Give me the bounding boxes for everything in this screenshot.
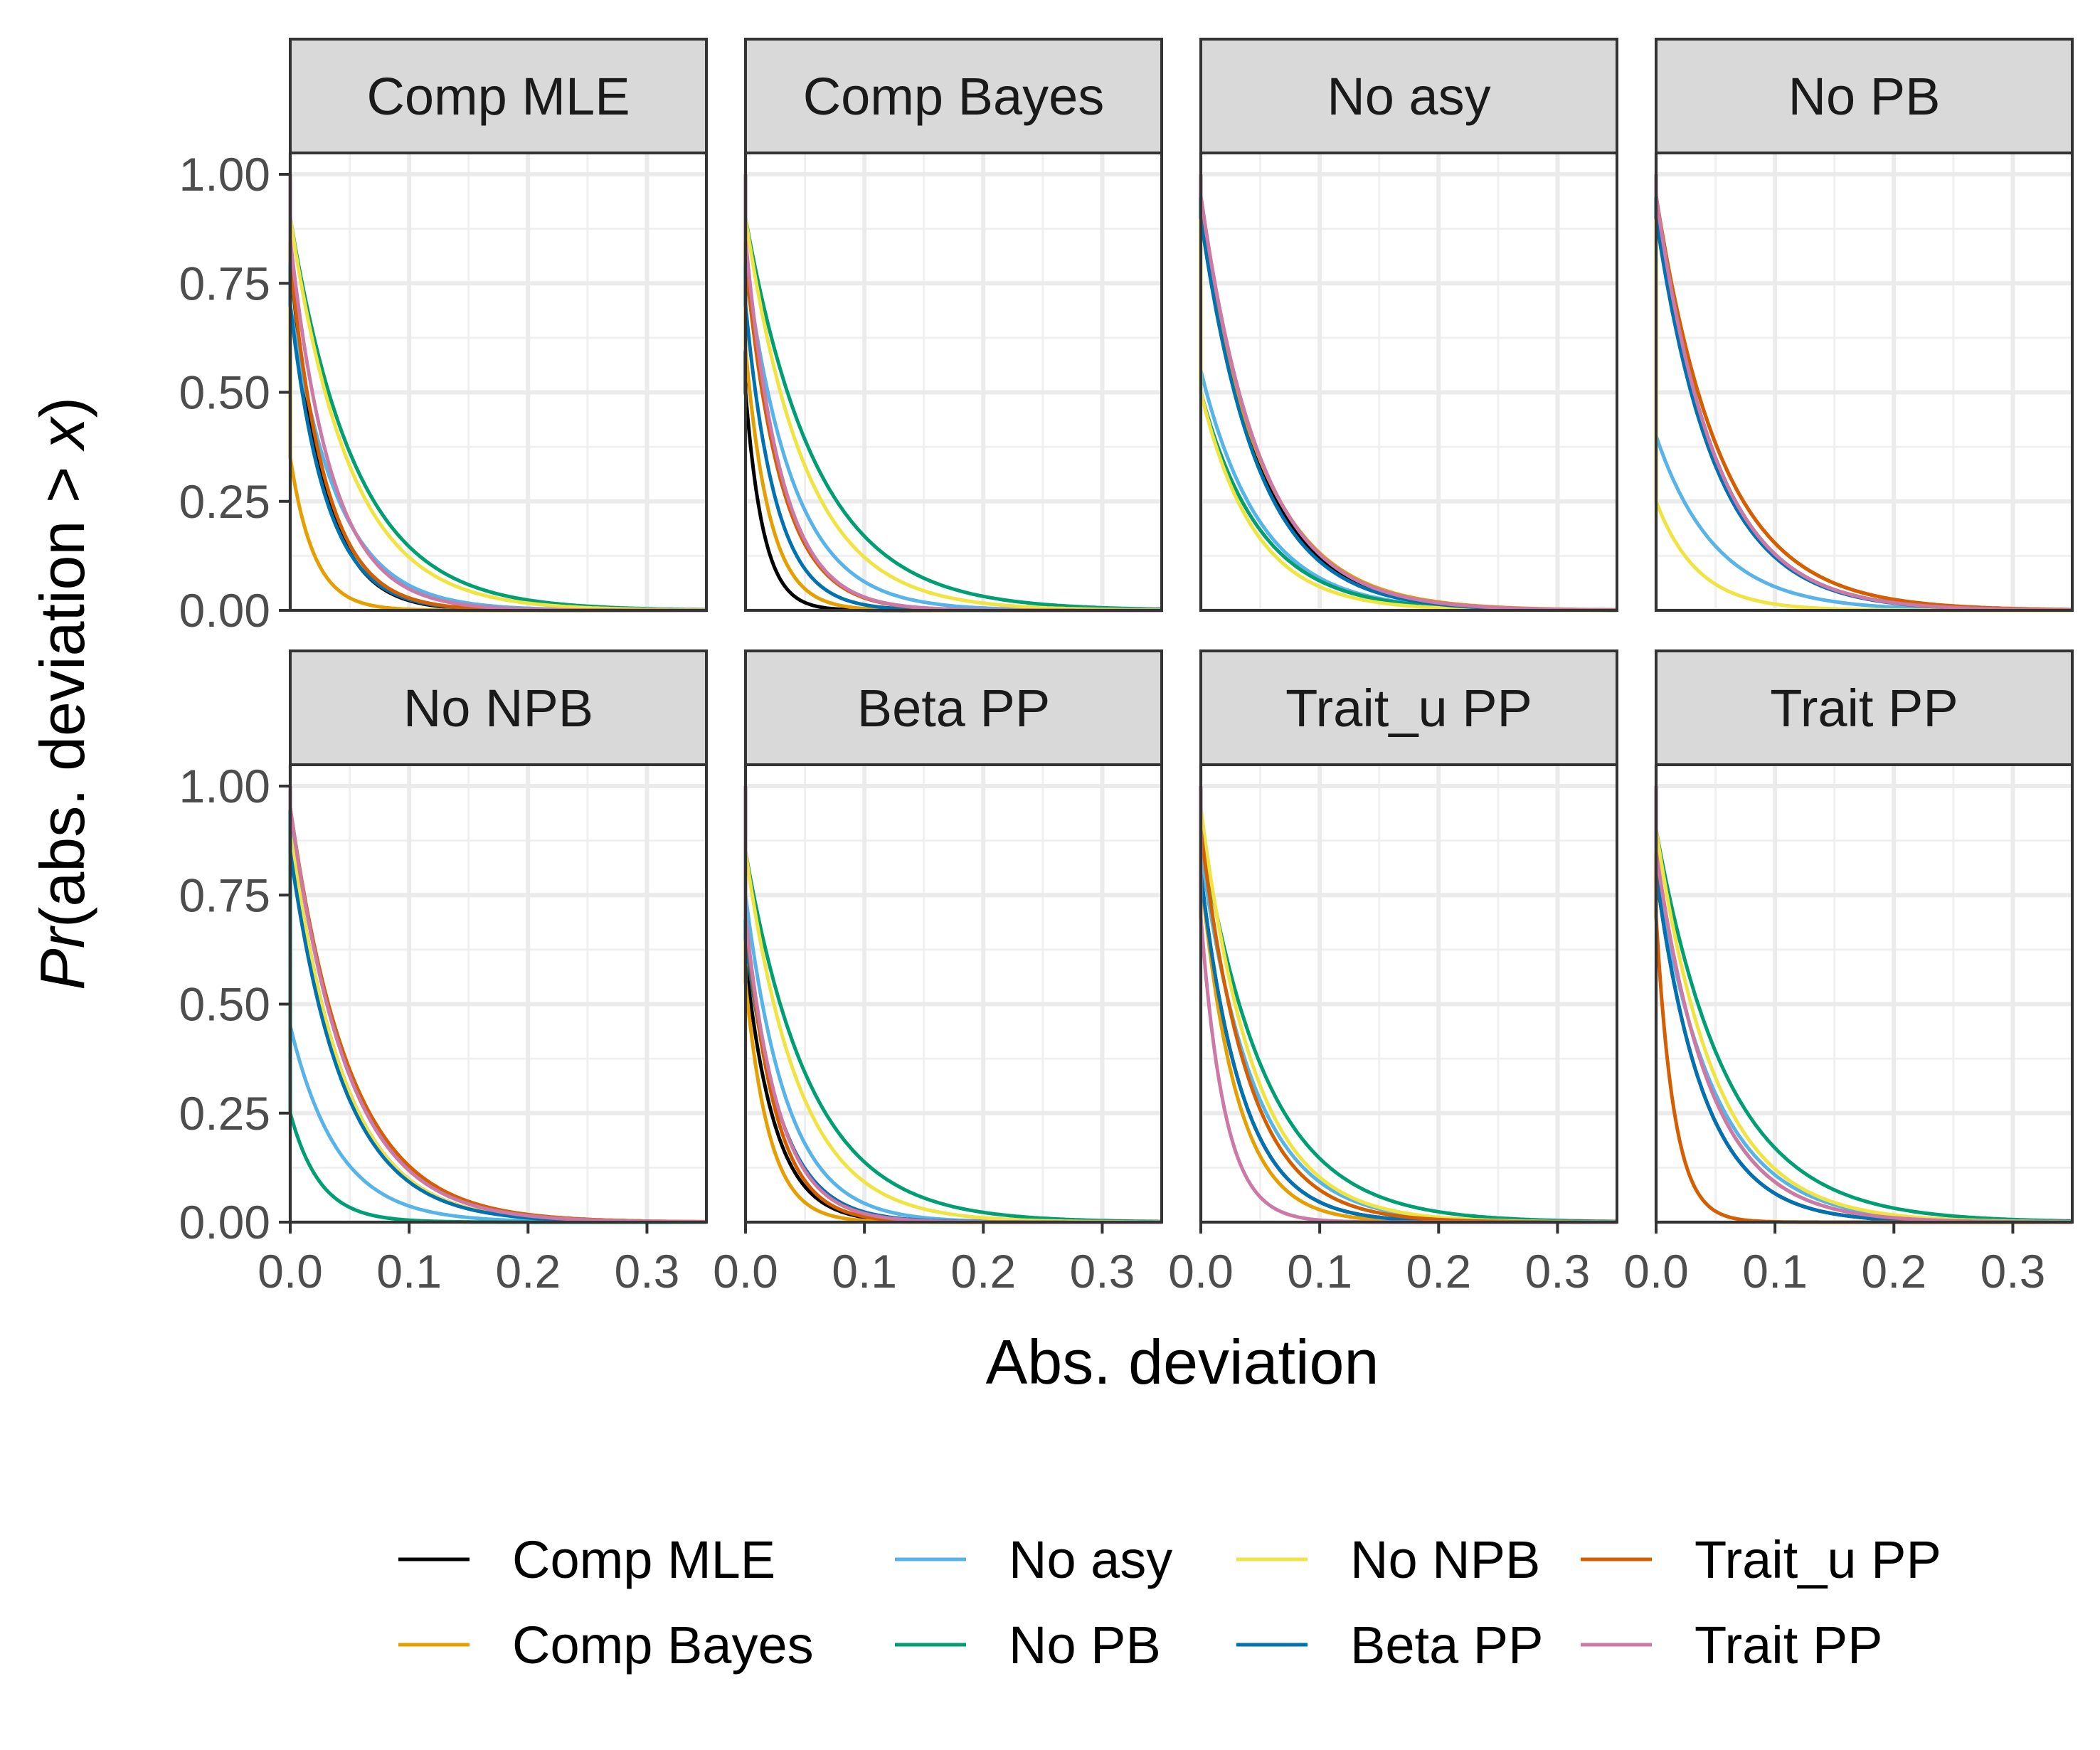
facet-strip (1655, 649, 2074, 766)
panel-comp-bayes: Comp Bayes (743, 38, 1163, 612)
panel-trait-pp: Trait PP 0.0 0.1 0.2 0.3 (1623, 649, 2074, 1298)
x-tick-label: 0.3 (615, 1245, 680, 1298)
panel-beta-pp: Beta PP 0.0 0.1 0.2 0.3 (713, 649, 1163, 1298)
series-line-no-pb (1654, 786, 2073, 1223)
x-tick-label: 0.2 (1406, 1245, 1471, 1298)
panel-no-npb: No NPB 0.00 0.25 0.50 0.75 1.00 0.0 0.1 0.2 0.3 (179, 649, 708, 1298)
y-tick-label: 0.75 (179, 869, 270, 921)
legend-item-trait-pp: Trait PP (1581, 1616, 1883, 1675)
facet-strip (289, 38, 708, 154)
x-tick-label: 0.3 (1070, 1245, 1135, 1298)
facet-panels: Comp MLE 0.00 0.25 0.50 0.75 1.00 Comp Bayes No… (179, 38, 2074, 1298)
legend-item-comp-mle: Comp MLE (398, 1530, 775, 1589)
y-tick-label: 0.75 (179, 257, 270, 309)
y-tick-label: 1.00 (179, 760, 270, 812)
facet-strip (1199, 649, 1618, 766)
legend: Comp MLE Comp Bayes No asy No PB No NPB Beta … (398, 1530, 1941, 1675)
facet-strip (744, 38, 1163, 154)
x-tick-label: 0.0 (713, 1245, 778, 1298)
legend-item-comp-bayes: Comp Bayes (398, 1616, 814, 1675)
facet-strip-label: No NPB (403, 679, 593, 738)
legend-label: Comp MLE (512, 1530, 775, 1589)
x-tick-label: 0.0 (258, 1245, 323, 1298)
x-tick-label: 0.2 (950, 1245, 1016, 1298)
y-tick-label: 0.00 (179, 1196, 270, 1248)
facet-strip (744, 649, 1163, 766)
legend-label: Comp Bayes (512, 1616, 814, 1675)
facet-strip-label: Trait PP (1770, 679, 1958, 738)
legend-item-no-pb: No PB (895, 1616, 1161, 1675)
x-tick-label: 0.1 (1742, 1245, 1808, 1298)
y-tick-label: 0.00 (179, 584, 270, 637)
legend-label: Trait_u PP (1695, 1530, 1941, 1589)
y-axis-title: Pr(abs. deviation > x) (27, 397, 97, 990)
legend-item-no-npb: No NPB (1236, 1530, 1540, 1589)
facet-strip-label: Comp Bayes (803, 67, 1105, 126)
y-tick-label: 0.50 (179, 366, 270, 419)
y-tick-label: 0.50 (179, 978, 270, 1031)
legend-item-trait-u-pp: Trait_u PP (1581, 1530, 1941, 1589)
x-tick-label: 0.0 (1623, 1245, 1689, 1298)
y-tick-label: 1.00 (179, 148, 270, 201)
x-tick-label: 0.1 (376, 1245, 442, 1298)
facet-strip-label: Beta PP (857, 679, 1051, 738)
x-axis-title: Abs. deviation (986, 1327, 1379, 1397)
x-tick-label: 0.2 (495, 1245, 561, 1298)
x-tick-label: 0.0 (1168, 1245, 1234, 1298)
y-tick-label: 0.25 (179, 1087, 270, 1140)
facet-strip-label: No asy (1327, 67, 1490, 126)
panel-no-pb: No PB (1654, 38, 2074, 612)
facet-strip (1199, 38, 1618, 154)
x-tick-label: 0.3 (1980, 1245, 2046, 1298)
panel-comp-mle: Comp MLE 0.00 0.25 0.50 0.75 1.00 (179, 38, 708, 637)
x-tick-label: 0.1 (1287, 1245, 1352, 1298)
facet-strip-label: Comp MLE (366, 67, 630, 126)
legend-label: No NPB (1350, 1530, 1540, 1589)
panel-trait-u-pp: Trait_u PP 0.0 0.1 0.2 0.3 (1168, 649, 1618, 1298)
x-tick-label: 0.2 (1861, 1245, 1926, 1298)
x-tick-label: 0.1 (832, 1245, 897, 1298)
legend-label: Trait PP (1695, 1616, 1883, 1675)
x-tick-label: 0.3 (1525, 1245, 1591, 1298)
facet-strip-label: No PB (1788, 67, 1941, 126)
facet-strip (1655, 38, 2074, 154)
y-tick-label: 0.25 (179, 475, 270, 528)
legend-label: No asy (1009, 1530, 1172, 1589)
series-line-no-pb (743, 174, 1162, 611)
legend-label: No PB (1009, 1616, 1161, 1675)
legend-item-no-asy: No asy (895, 1530, 1172, 1589)
legend-label: Beta PP (1350, 1616, 1544, 1675)
panel-no-asy: No asy (1199, 38, 1618, 612)
facet-strip (289, 649, 708, 766)
facet-strip-label: Trait_u PP (1285, 679, 1532, 738)
legend-item-beta-pp: Beta PP (1236, 1616, 1544, 1675)
shared-axes: Pr(abs. deviation > x) Abs. deviation (27, 397, 1379, 1397)
